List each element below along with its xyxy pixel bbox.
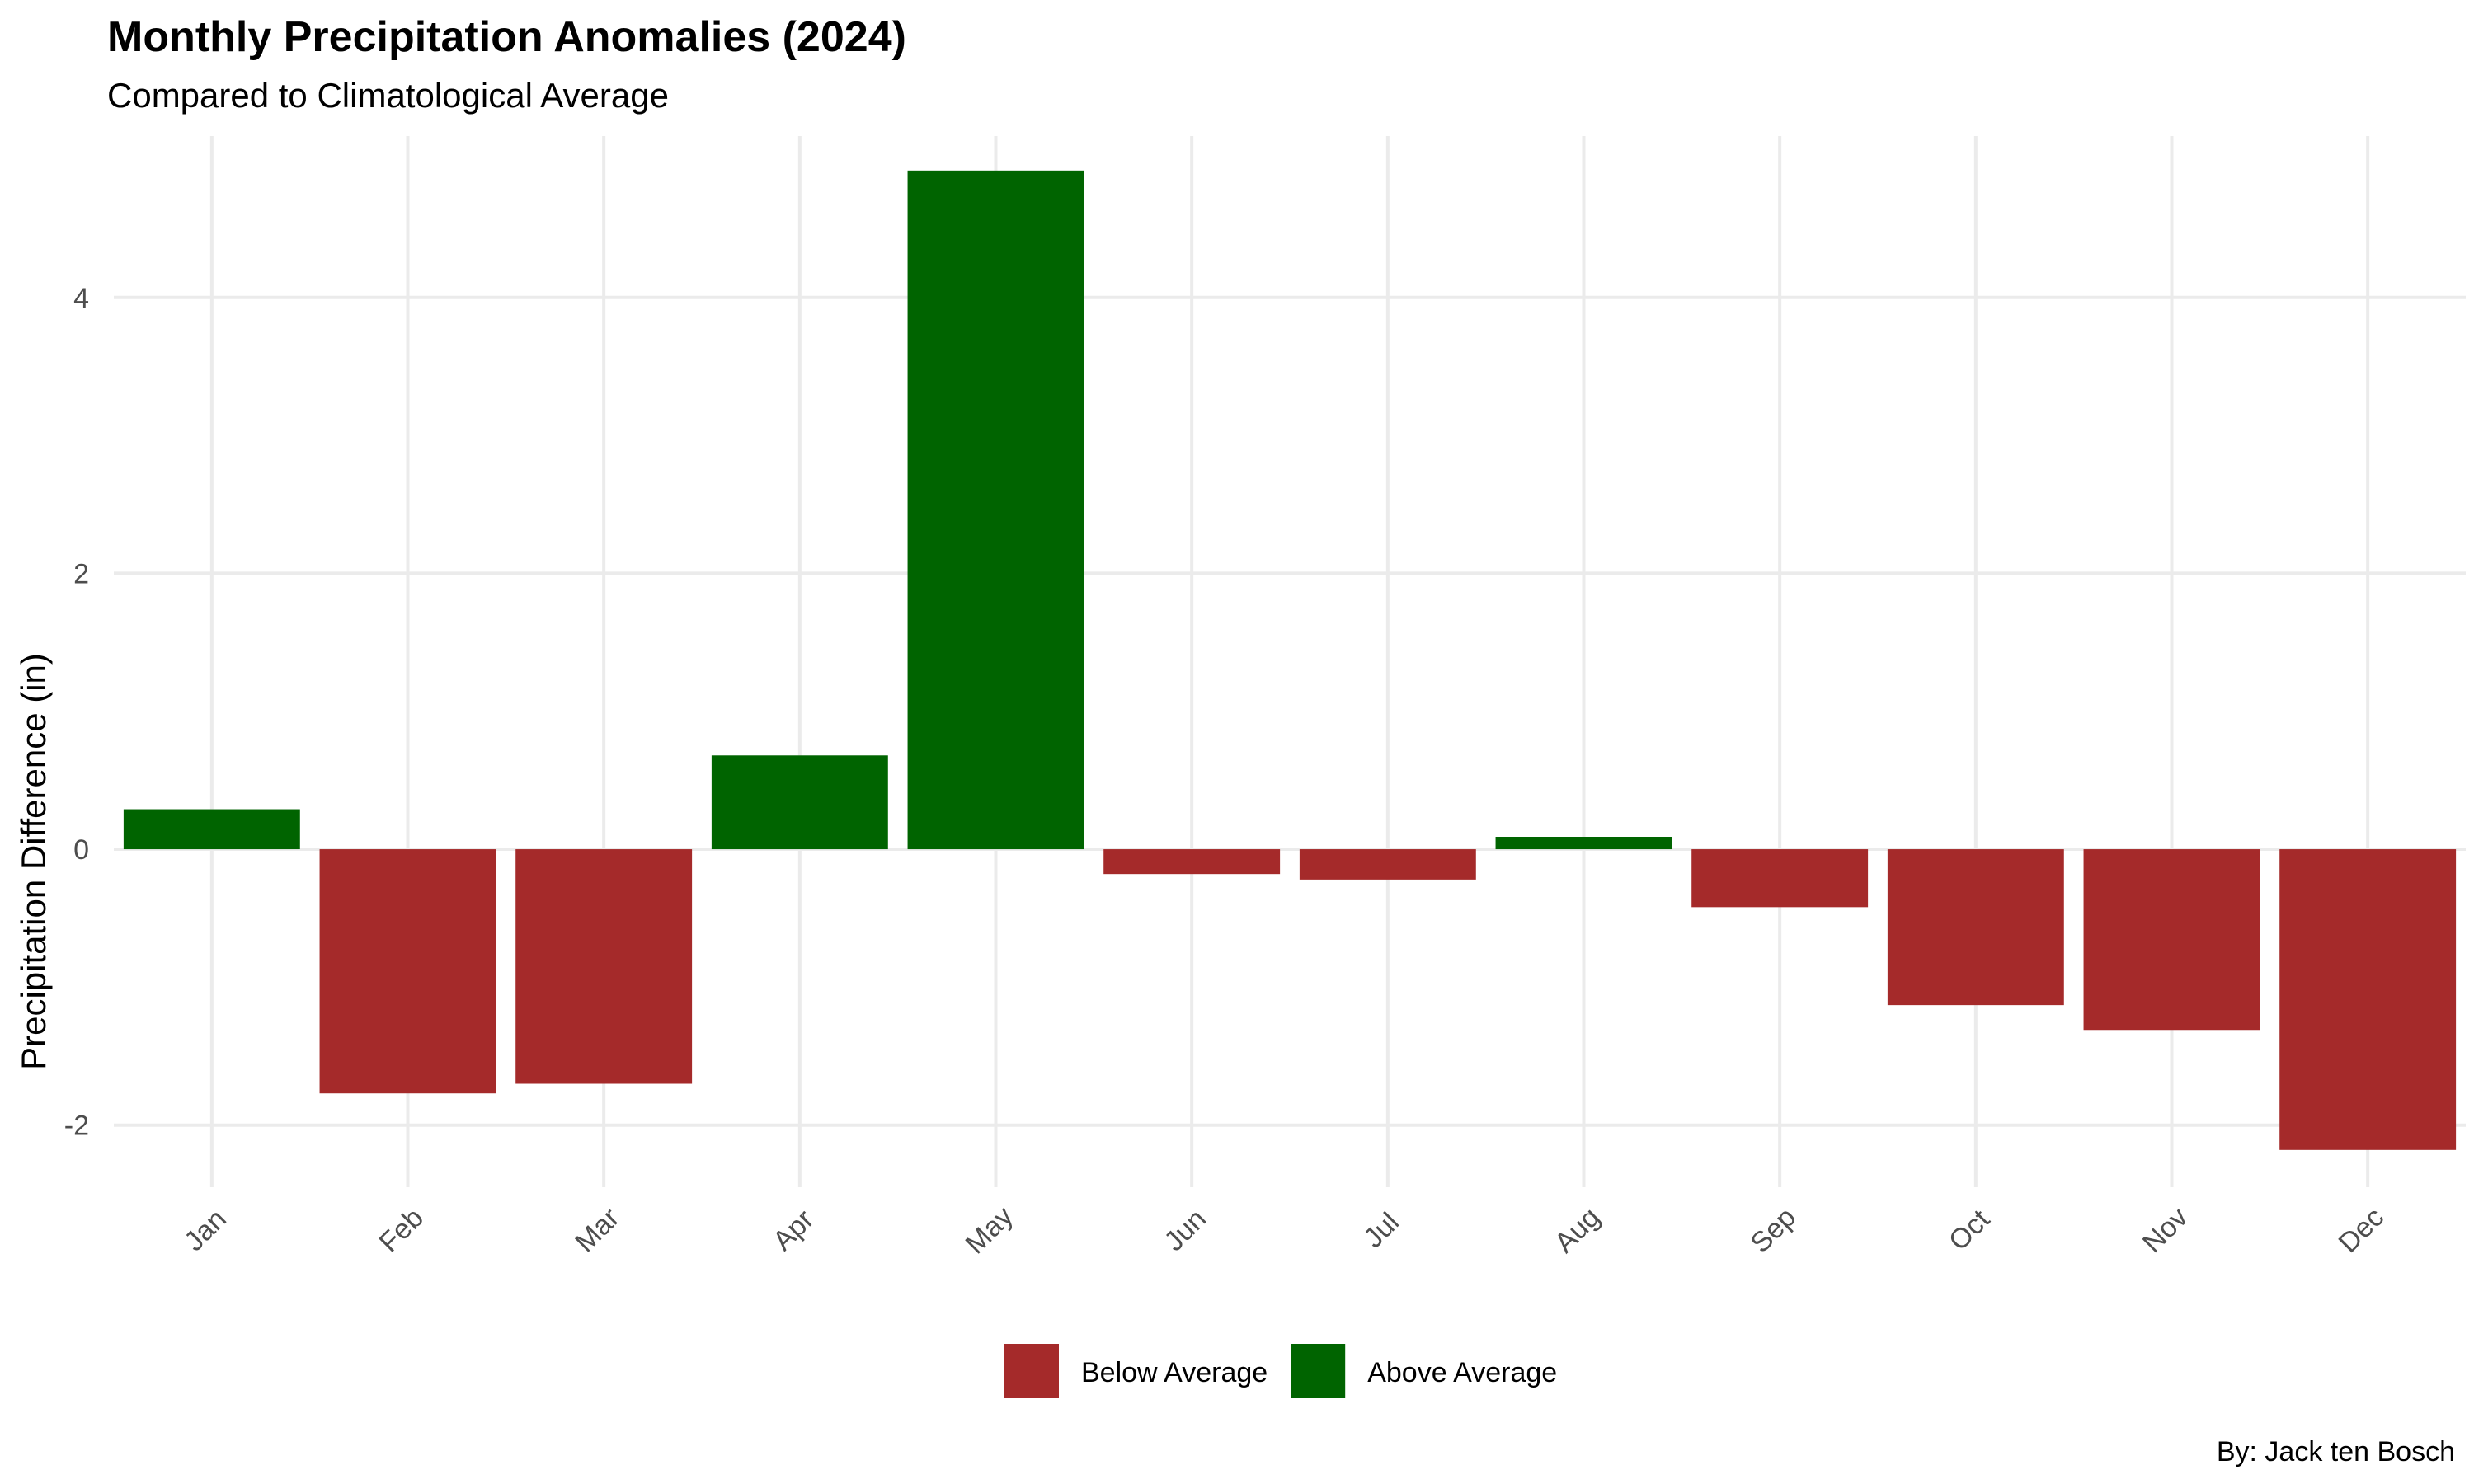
bar-sep (1691, 849, 1869, 908)
bars (123, 170, 2457, 1150)
bar-jul (1299, 849, 1476, 880)
bar-jan (123, 809, 300, 850)
bar-aug (1495, 837, 1672, 850)
y-axis-tick-labels: -2 0 2 4 (64, 283, 89, 1142)
legend-label-below: Below Average (1081, 1357, 1268, 1388)
chart-title: Monthly Precipitation Anomalies (2024) (107, 13, 906, 61)
chart-caption: By: Jack ten Bosch (2217, 1436, 2455, 1468)
bar-apr (711, 755, 888, 850)
bar-oct (1887, 849, 2064, 1006)
bar-feb (319, 849, 496, 1094)
y-tick-label: -2 (64, 1111, 89, 1142)
bar-dec (2279, 849, 2457, 1150)
chart-subtitle: Compared to Climatological Average (107, 76, 669, 115)
bar-nov (2083, 849, 2260, 1031)
bar-may (907, 170, 1084, 850)
legend-swatch-above (1291, 1344, 1346, 1398)
y-tick-label: 2 (73, 558, 89, 589)
legend-swatch-below (1004, 1344, 1059, 1398)
y-axis-title: Precipitation Difference (in) (14, 653, 53, 1070)
y-tick-label: 4 (73, 283, 89, 314)
bar-jun (1103, 849, 1281, 875)
grid-lines (114, 136, 2466, 1187)
legend: Below Average Above Average (1004, 1344, 1557, 1398)
legend-label-above: Above Average (1367, 1357, 1557, 1388)
bar-mar (515, 849, 693, 1084)
y-tick-label: 0 (73, 834, 89, 866)
